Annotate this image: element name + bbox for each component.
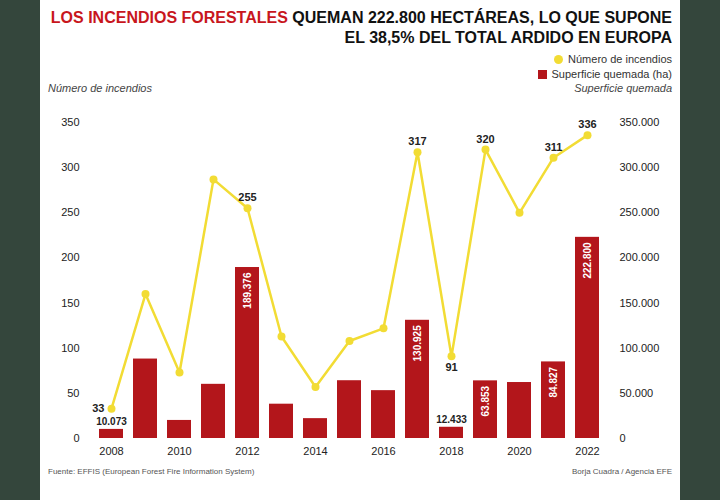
svg-text:10.073: 10.073 [96, 416, 127, 427]
svg-text:50: 50 [67, 387, 79, 399]
svg-text:91: 91 [445, 361, 457, 373]
html-text:Borja Cuadra / Agencia EFE: Borja Cuadra / Agencia EFE [571, 466, 672, 476]
svg-text:2010: 2010 [167, 445, 191, 457]
svg-text:84.827: 84.827 [548, 366, 559, 397]
html-text:Superficie quemada (ha): Superficie quemada (ha) [551, 68, 672, 80]
svg-text:320: 320 [476, 133, 494, 145]
html-text:LOS INCENDIOS FORESTALES QUEMA: LOS INCENDIOS FORESTALES QUEMAN 222.800 … [50, 9, 672, 26]
svg-text:2014: 2014 [303, 445, 327, 457]
svg-text:311: 311 [545, 141, 563, 153]
svg-text:2016: 2016 [371, 445, 395, 457]
svg-text:336: 336 [578, 118, 596, 130]
svg-text:250.000: 250.000 [620, 206, 660, 218]
svg-text:222.800: 222.800 [582, 242, 593, 279]
svg-text:150: 150 [61, 297, 79, 309]
svg-text:317: 317 [408, 135, 426, 147]
svg-text:0: 0 [620, 432, 626, 444]
svg-text:189.376: 189.376 [242, 272, 253, 309]
svg-text:2012: 2012 [235, 445, 259, 457]
svg-text:2020: 2020 [507, 445, 531, 457]
svg-text:2022: 2022 [575, 445, 599, 457]
svg-text:0: 0 [73, 432, 79, 444]
svg-text:300: 300 [61, 161, 79, 173]
svg-text:12.433: 12.433 [436, 414, 467, 425]
svg-text:200: 200 [61, 251, 79, 263]
svg-text:50.000: 50.000 [620, 387, 654, 399]
html-text:Superficie quemada: Superficie quemada [574, 82, 672, 94]
svg-text:33: 33 [92, 402, 104, 414]
svg-text:63.853: 63.853 [480, 385, 491, 416]
svg-text:300.000: 300.000 [620, 161, 660, 173]
svg-text:200.000: 200.000 [620, 251, 660, 263]
svg-text:350.000: 350.000 [620, 116, 660, 128]
svg-text:100.000: 100.000 [620, 342, 660, 354]
svg-text:130.925: 130.925 [412, 325, 423, 362]
svg-text:150.000: 150.000 [620, 297, 660, 309]
svg-text:250: 250 [61, 206, 79, 218]
svg-text:2008: 2008 [99, 445, 123, 457]
svg-text:255: 255 [238, 191, 256, 203]
svg-text:2018: 2018 [439, 445, 463, 457]
html-text:Número de incendios: Número de incendios [48, 82, 152, 94]
svg-text:100: 100 [61, 342, 79, 354]
html-text:EL 38,5% DEL TOTAL ARDIDO EN E: EL 38,5% DEL TOTAL ARDIDO EN EUROPA [344, 29, 672, 46]
svg-text:350: 350 [61, 116, 79, 128]
html-text:Fuente: EFFIS (European Forest: Fuente: EFFIS (European Forest Fire Info… [48, 466, 255, 476]
html-text:Número de incendios: Número de incendios [568, 53, 672, 65]
